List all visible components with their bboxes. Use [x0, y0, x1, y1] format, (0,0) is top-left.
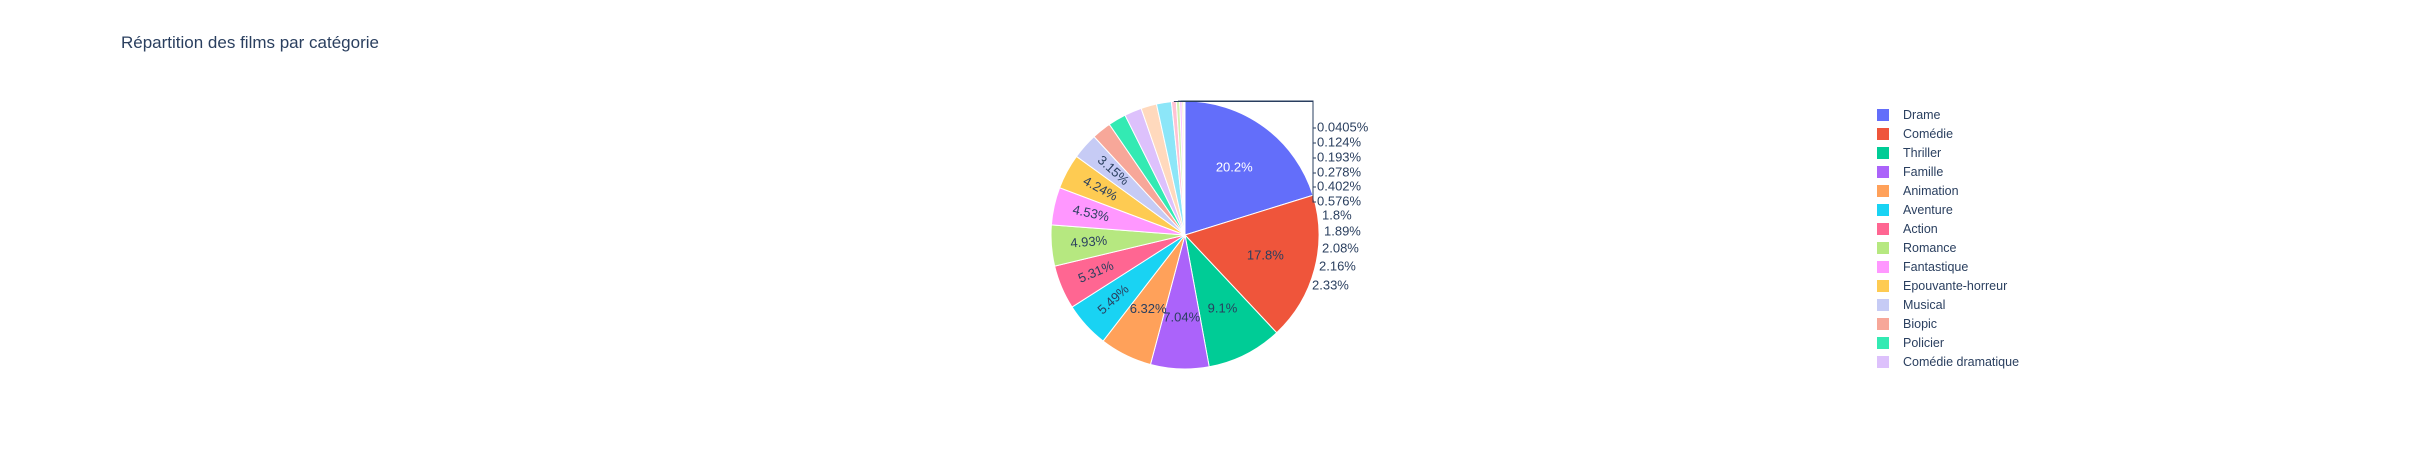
- legend-item[interactable]: Comédie dramatique: [1877, 352, 2019, 371]
- legend-item[interactable]: Policier: [1877, 333, 2019, 352]
- legend-swatch: [1877, 241, 1889, 254]
- slice-label: 4.93%: [1070, 233, 1108, 251]
- slice-label: 6.32%: [1130, 301, 1167, 316]
- label-leader-line: [1184, 100, 1316, 129]
- legend-item[interactable]: Action: [1877, 219, 2019, 238]
- slice-label: 0.193%: [1317, 149, 1362, 164]
- legend-swatch: [1877, 279, 1889, 292]
- slice-label: 2.08%: [1322, 240, 1359, 255]
- legend-item[interactable]: Animation: [1877, 181, 2019, 200]
- legend-label: Animation: [1903, 183, 1959, 198]
- legend-item[interactable]: Romance: [1877, 238, 2019, 257]
- legend-swatch: [1877, 127, 1889, 140]
- legend-label: Musical: [1903, 297, 1946, 312]
- slice-label: 0.576%: [1317, 193, 1362, 208]
- legend-label: Drame: [1903, 107, 1941, 122]
- legend-swatch: [1877, 317, 1889, 330]
- slice-label: 17.8%: [1247, 248, 1284, 263]
- legend-label: Famille: [1903, 164, 1944, 179]
- legend-swatch: [1877, 165, 1889, 178]
- slice-label: 20.2%: [1216, 160, 1253, 175]
- legend-item[interactable]: Biopic: [1877, 314, 2019, 333]
- slice-label: 9.1%: [1208, 301, 1238, 316]
- legend-label: Romance: [1903, 240, 1957, 255]
- pie-slice[interactable]: [1184, 194, 1320, 334]
- slice-label: 7.04%: [1163, 309, 1200, 324]
- legend-swatch: [1877, 222, 1889, 235]
- legend-item[interactable]: Famille: [1877, 162, 2019, 181]
- legend-label: Thriller: [1903, 145, 1942, 160]
- legend-item[interactable]: Drame: [1877, 105, 2019, 124]
- legend-item[interactable]: Comédie: [1877, 124, 2019, 143]
- legend-item[interactable]: Musical: [1877, 295, 2019, 314]
- legend-swatch: [1877, 203, 1889, 216]
- legend-label: Fantastique: [1903, 259, 1969, 274]
- legend-label: Comédie: [1903, 126, 1954, 141]
- legend-item[interactable]: Thriller: [1877, 143, 2019, 162]
- slice-label: 1.89%: [1324, 223, 1361, 238]
- legend-item[interactable]: Aventure: [1877, 200, 2019, 219]
- legend-item[interactable]: Epouvante-horreur: [1877, 276, 2019, 295]
- legend-label: Aventure: [1903, 202, 1953, 217]
- legend-label: Comédie dramatique: [1903, 354, 2020, 369]
- legend-swatch: [1877, 298, 1889, 311]
- pie-slice[interactable]: [1184, 100, 1314, 236]
- slice-label: 0.278%: [1317, 164, 1362, 179]
- legend-swatch: [1877, 146, 1889, 159]
- chart-title: Répartition des films par catégorie: [121, 33, 379, 52]
- slice-label: 1.8%: [1322, 207, 1352, 222]
- slice-label: 0.402%: [1317, 178, 1362, 193]
- legend-label: Epouvante-horreur: [1903, 278, 2008, 293]
- legend-swatch: [1877, 336, 1889, 349]
- slice-label: 0.0405%: [1317, 119, 1369, 134]
- slice-label: 2.16%: [1319, 258, 1356, 273]
- legend-swatch: [1877, 108, 1889, 121]
- legend-label: Policier: [1903, 335, 1944, 350]
- slice-label: 0.124%: [1317, 134, 1362, 149]
- legend-label: Action: [1903, 221, 1938, 236]
- legend-item[interactable]: Fantastique: [1877, 257, 2019, 276]
- slice-label: 2.33%: [1312, 277, 1349, 292]
- legend-label: Biopic: [1903, 316, 1938, 331]
- legend-swatch: [1877, 355, 1889, 368]
- legend-swatch: [1877, 260, 1889, 273]
- legend-swatch: [1877, 184, 1889, 197]
- legend: Drame Comédie Thriller Famille Animation Aven…: [1877, 105, 2019, 371]
